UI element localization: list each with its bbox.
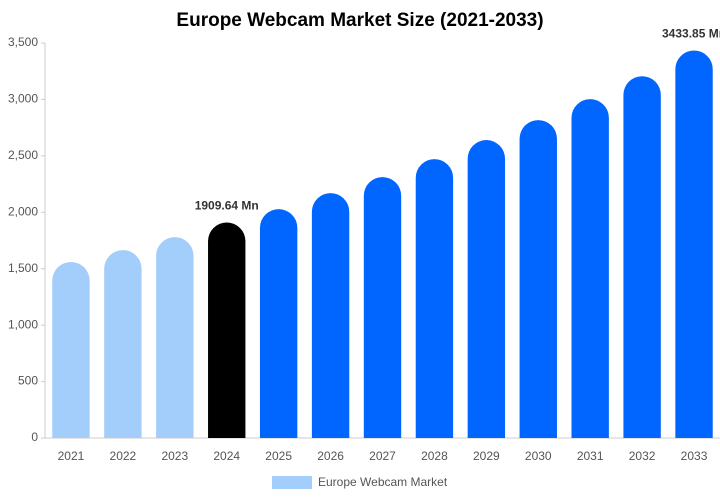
bar bbox=[675, 50, 713, 438]
y-tick-label: 500 bbox=[18, 374, 38, 388]
x-tick-label: 2028 bbox=[421, 449, 448, 463]
x-tick-label: 2033 bbox=[681, 449, 708, 463]
bar bbox=[52, 261, 90, 438]
bar bbox=[259, 209, 298, 438]
x-tick-label: 2032 bbox=[629, 449, 656, 463]
x-tick-label: 2027 bbox=[369, 449, 396, 463]
y-tick-label: 2,500 bbox=[8, 148, 38, 162]
legend-label: Europe Webcam Market bbox=[318, 475, 448, 489]
value-label: 3433.85 Mn bbox=[662, 27, 720, 41]
x-tick-label: 2024 bbox=[213, 449, 240, 463]
legend-swatch bbox=[272, 476, 312, 489]
y-tick-label: 1,500 bbox=[8, 261, 38, 275]
y-tick-label: 3,500 bbox=[8, 35, 38, 49]
y-tick-label: 2,000 bbox=[8, 204, 38, 218]
bar bbox=[467, 140, 506, 438]
y-tick-label: 1,000 bbox=[8, 317, 38, 331]
bar bbox=[104, 250, 142, 438]
x-tick-label: 2031 bbox=[577, 449, 604, 463]
bar bbox=[415, 159, 454, 438]
value-label: 1909.64 Mn bbox=[195, 199, 259, 213]
chart-title: Europe Webcam Market Size (2021-2033) bbox=[176, 10, 543, 31]
bar bbox=[156, 237, 194, 438]
x-tick-label: 2021 bbox=[58, 449, 85, 463]
x-tick-label: 2030 bbox=[525, 449, 552, 463]
bar bbox=[208, 222, 246, 438]
x-tick-label: 2025 bbox=[265, 449, 292, 463]
x-tick-label: 2026 bbox=[317, 449, 344, 463]
bar bbox=[519, 120, 557, 438]
x-tick-label: 2029 bbox=[473, 449, 500, 463]
x-tick-label: 2023 bbox=[161, 449, 188, 463]
bar bbox=[363, 177, 402, 438]
x-tick-label: 2022 bbox=[110, 449, 137, 463]
bar bbox=[311, 193, 350, 438]
y-tick-label: 3,000 bbox=[8, 92, 38, 106]
y-tick-label: 0 bbox=[31, 430, 38, 444]
bar bbox=[571, 99, 609, 438]
bar bbox=[623, 76, 661, 439]
